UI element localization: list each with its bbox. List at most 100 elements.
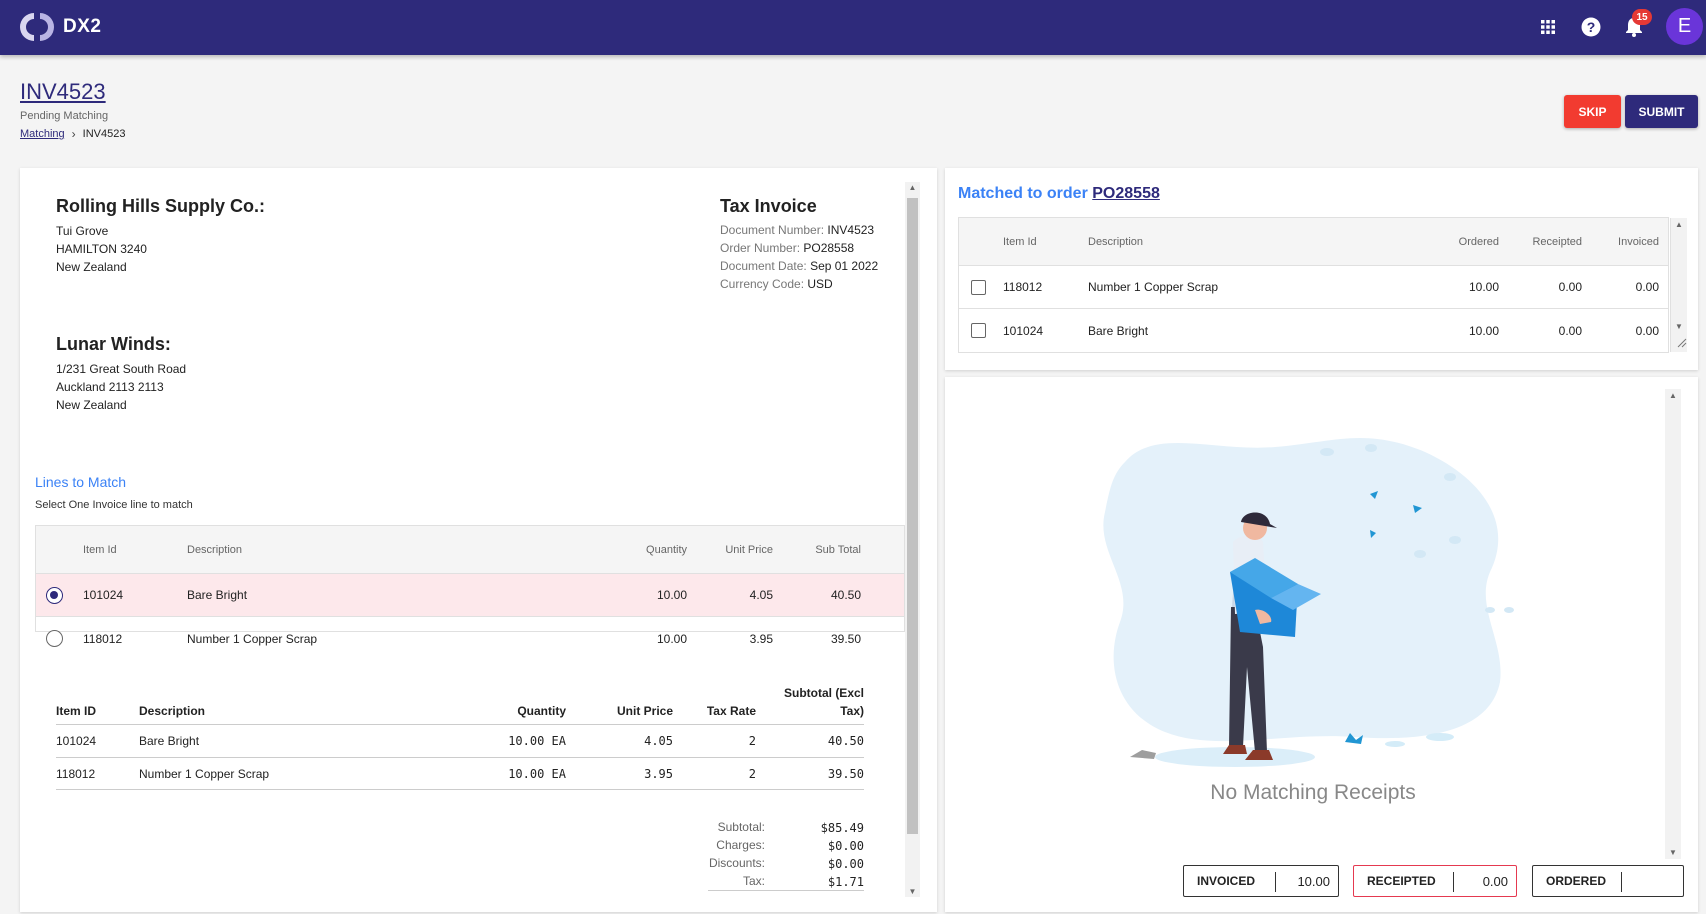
empty-state-illustration <box>1103 437 1514 767</box>
detail-quantity: 10.00 EA <box>508 734 566 748</box>
divider <box>1453 872 1454 892</box>
detail-description: Number 1 Copper Scrap <box>139 767 270 781</box>
scroll-up-arrow-icon[interactable]: ▲ <box>1675 220 1683 229</box>
detail-col-item-id: Item ID <box>56 704 97 718</box>
table-row[interactable]: 118012 Number 1 Copper Scrap 10.00 0.00 … <box>959 266 1668 309</box>
col-quantity[interactable]: Quantity <box>646 543 687 556</box>
sub-total: 39.50 <box>830 631 861 646</box>
detail-item-id: 101024 <box>56 734 97 748</box>
skip-button[interactable]: SKIP <box>1564 95 1621 128</box>
buyer-address-line: Auckland 2113 2113 <box>56 380 164 394</box>
divider <box>708 890 864 891</box>
tax-label: Tax: <box>742 874 765 888</box>
dx2-logo-icon <box>20 13 54 41</box>
detail-unit-price: 3.95 <box>644 767 673 781</box>
ordered-label: ORDERED <box>1546 874 1607 888</box>
col-description[interactable]: Description <box>187 543 243 556</box>
app-logo[interactable]: DX2 <box>20 10 101 44</box>
charges-label: Charges: <box>716 838 765 852</box>
table-row[interactable]: 118012 Number 1 Copper Scrap 10.00 3.95 … <box>36 617 904 660</box>
user-avatar[interactable]: E <box>1666 8 1703 45</box>
description: Number 1 Copper Scrap <box>187 631 318 646</box>
receipted-total-box: RECEIPTED 0.00 <box>1353 865 1517 897</box>
supplier-name: Rolling Hills Supply Co.: <box>56 196 265 216</box>
discounts-label: Discounts: <box>708 856 765 870</box>
lines-to-match-grid: Item Id Description Quantity Unit Price … <box>35 525 905 647</box>
grid-header: Item Id Description Quantity Unit Price … <box>36 526 904 574</box>
order-number: Order Number: PO28558 <box>720 241 855 255</box>
row-radio[interactable] <box>46 630 63 647</box>
app-name: DX2 <box>63 16 102 37</box>
row-radio-selected[interactable] <box>46 587 63 604</box>
detail-item-id: 118012 <box>56 767 96 781</box>
col-receipted[interactable]: Receipted <box>1532 235 1582 248</box>
discounts-value: $0.00 <box>827 857 864 871</box>
detail-tax-rate: 2 <box>748 734 756 748</box>
table-row[interactable]: 101024 Bare Bright 10.00 4.05 40.50 <box>36 574 904 617</box>
detail-col-quantity: Quantity <box>517 704 566 718</box>
invoiced-total-box: INVOICED 10.00 <box>1183 865 1339 897</box>
currency-code: Currency Code: USD <box>720 277 833 291</box>
receipted-label: RECEIPTED <box>1367 874 1436 888</box>
row-checkbox[interactable] <box>971 280 986 295</box>
detail-tax-rate: 2 <box>748 767 756 781</box>
supplier-address-line: New Zealand <box>56 260 127 274</box>
col-item-id[interactable]: Item Id <box>1003 235 1037 248</box>
item-id: 118012 <box>83 631 123 646</box>
tax-value: $1.71 <box>827 875 864 889</box>
divider <box>1275 872 1276 892</box>
notification-count-badge: 15 <box>1632 9 1652 25</box>
submit-button[interactable]: SUBMIT <box>1625 95 1698 128</box>
description: Number 1 Copper Scrap <box>1088 280 1219 294</box>
col-item-id[interactable]: Item Id <box>83 543 117 556</box>
lines-to-match-subtitle: Select One Invoice line to match <box>35 499 193 511</box>
matched-prefix: Matched to order <box>958 185 1088 202</box>
detail-subtotal: 40.50 <box>827 734 864 748</box>
ordered-total-box: ORDERED <box>1532 865 1684 897</box>
unit-price: 3.95 <box>749 631 773 646</box>
description: Bare Bright <box>1088 323 1149 338</box>
subtotal-value: $85.49 <box>820 821 864 835</box>
apps-grid-icon[interactable] <box>1536 15 1560 39</box>
col-description[interactable]: Description <box>1088 235 1144 248</box>
scroll-down-arrow-icon[interactable]: ▼ <box>908 887 917 896</box>
receipts-scrollbar[interactable]: ▲ ▼ <box>1665 389 1681 859</box>
invoice-scrollbar[interactable]: ▲ ▼ <box>905 182 920 897</box>
help-icon[interactable]: ? <box>1579 15 1603 39</box>
detail-quantity: 10.00 EA <box>508 767 566 781</box>
scroll-down-arrow-icon[interactable]: ▼ <box>1669 848 1677 857</box>
supplier-address-line: Tui Grove <box>56 224 109 238</box>
col-ordered[interactable]: Ordered <box>1458 235 1499 248</box>
table-row[interactable]: 101024 Bare Bright 10.00 0.00 0.00 <box>959 309 1668 352</box>
page-status: Pending Matching <box>20 110 109 122</box>
buyer-name: Lunar Winds: <box>56 334 171 354</box>
scrollbar-thumb[interactable] <box>907 198 918 834</box>
item-id: 101024 <box>1003 323 1044 338</box>
detail-col-subtotal: Subtotal (Excl <box>783 686 864 700</box>
detail-col-tax-rate: Tax Rate <box>706 704 756 718</box>
row-checkbox[interactable] <box>971 323 986 338</box>
scroll-up-arrow-icon[interactable]: ▲ <box>908 183 917 192</box>
invoiced: 0.00 <box>1635 280 1659 294</box>
col-unit-price[interactable]: Unit Price <box>725 543 773 556</box>
document-number: Document Number: INV4523 <box>720 223 875 237</box>
breadcrumb: Matching › INV4523 <box>20 127 125 141</box>
scroll-down-arrow-icon[interactable]: ▼ <box>1675 322 1683 331</box>
detail-description: Bare Bright <box>139 734 200 748</box>
matched-grid-scrollbar[interactable]: ▲ ▼ <box>1670 218 1687 352</box>
quantity: 10.00 <box>656 631 687 646</box>
buyer-address: Lunar Winds: 1/231 Great South Road Auck… <box>56 334 186 414</box>
col-invoiced[interactable]: Invoiced <box>1618 235 1659 248</box>
page-title[interactable]: INV4523 <box>20 79 106 104</box>
ordered: 10.00 <box>1468 323 1499 338</box>
supplier-address: Rolling Hills Supply Co.: Tui Grove HAMI… <box>56 196 265 276</box>
resize-handle-icon[interactable] <box>1675 336 1687 348</box>
col-sub-total[interactable]: Sub Total <box>815 543 861 556</box>
matched-order-link[interactable]: PO28558 <box>1092 185 1160 202</box>
supplier-address-line: HAMILTON 3240 <box>56 242 147 256</box>
breadcrumb-matching-link[interactable]: Matching <box>20 128 65 140</box>
detail-col-description: Description <box>139 704 206 718</box>
svg-text:?: ? <box>1587 19 1596 35</box>
scroll-up-arrow-icon[interactable]: ▲ <box>1669 391 1677 400</box>
divider <box>56 724 864 725</box>
